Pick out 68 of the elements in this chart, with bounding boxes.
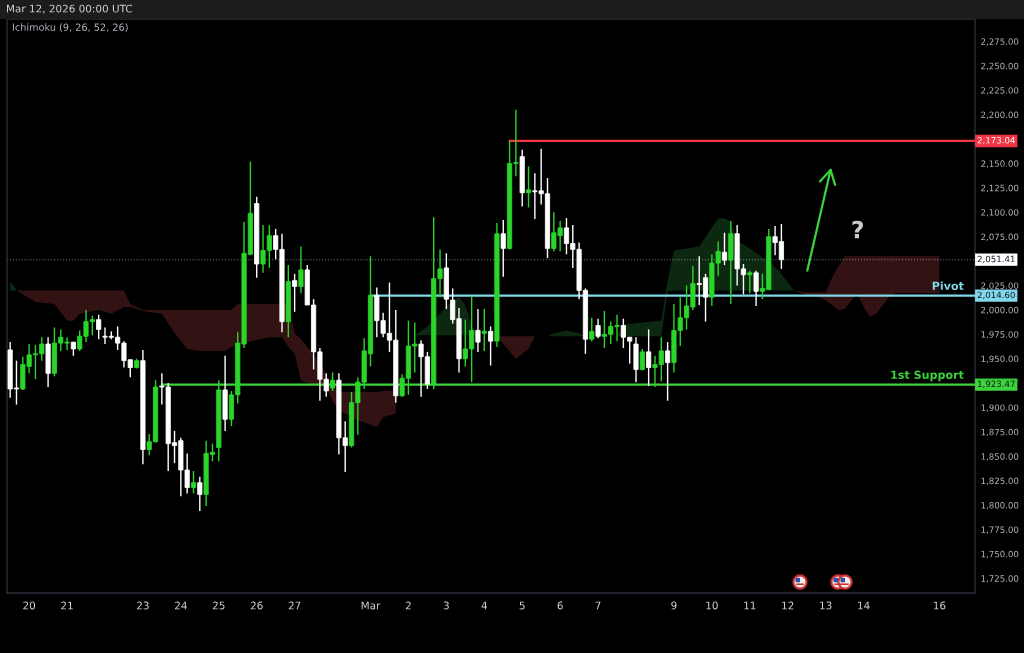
y-tick-label: 2,000.00 (981, 306, 1019, 315)
x-tick-label: 14 (858, 601, 870, 610)
y-tick-label: 1,725.00 (981, 575, 1019, 583)
y-tick-label: 2,200.00 (981, 111, 1019, 119)
y-tick-label: 2,275.00 (981, 38, 1019, 46)
candlestick (292, 273, 298, 313)
y-tick-label: 2,250.00 (981, 62, 1019, 71)
x-tick-label: 16 (933, 601, 946, 610)
y-tick-label: 1,800.00 (981, 502, 1019, 510)
annotation: Ichimoku (9, 26, 52, 26) (12, 23, 128, 32)
annotation: ? (852, 220, 864, 239)
series-label: Pivot (932, 281, 964, 291)
data-label: 2,014.60 (977, 291, 1015, 300)
x-tick-label: 2 (405, 601, 411, 610)
candlestick (721, 232, 728, 266)
x-tick-label: 13 (820, 601, 832, 610)
y-tick-label: 1,825.00 (981, 477, 1019, 486)
candlestick (589, 317, 595, 342)
x-tick-label: 12 (782, 601, 794, 610)
x-tick-label: 11 (744, 601, 756, 610)
x-tick-label: 21 (61, 601, 73, 610)
candlestick (500, 219, 506, 278)
candlestick (646, 328, 652, 387)
candlestick (96, 314, 102, 340)
series-label: 1st Support (891, 370, 964, 382)
y-tick-label: 2,100.00 (981, 209, 1019, 217)
y-tick-label: 2,025.00 (981, 282, 1019, 290)
candlestick (481, 308, 487, 352)
x-tick-label: 20 (23, 601, 36, 610)
candlestick (525, 165, 532, 209)
y-tick-label: 2,075.00 (981, 233, 1019, 241)
candlestick (190, 470, 197, 495)
x-tick-label: 3 (443, 601, 449, 610)
y-tick-label: 1,975.00 (981, 331, 1019, 339)
candlestick (197, 476, 203, 512)
y-tick-label: 1,850.00 (981, 453, 1019, 461)
y-tick-label: 1,750.00 (981, 550, 1019, 559)
x-tick-label: 5 (519, 601, 525, 610)
candlestick (488, 325, 494, 367)
candlestick (475, 308, 481, 353)
y-tick-label: 2,125.00 (981, 184, 1019, 193)
ref-line-label: 2,051.41 (977, 255, 1015, 264)
candlestick (747, 270, 753, 295)
y-tick-label: 1,900.00 (981, 404, 1019, 412)
candlestick (665, 341, 671, 402)
y-tick-label: 1,775.00 (981, 526, 1019, 534)
x-tick-label: 4 (481, 601, 488, 610)
y-tick-label: 1,950.00 (981, 355, 1019, 363)
x-tick-label: 25 (212, 601, 225, 610)
y-tick-label: 2,225.00 (981, 87, 1019, 95)
data-label: 2,173.04 (977, 136, 1015, 145)
x-tick-label: 7 (595, 601, 601, 610)
candlestick (298, 245, 304, 295)
x-tick-label: 9 (671, 601, 677, 610)
data-label: 1,923.47 (978, 380, 1015, 388)
x-tick-label: 27 (288, 601, 301, 610)
candlestick (329, 371, 336, 392)
y-tick-label: 1,875.00 (981, 428, 1019, 437)
x-tick-label: 6 (557, 601, 563, 610)
x-tick-label: 26 (250, 601, 263, 610)
chart-title: Mar 12, 2026 00:00 UTC (7, 4, 133, 14)
candlestick (595, 317, 601, 339)
x-tick-label: 24 (174, 601, 187, 610)
y-tick-label: 2,150.00 (981, 160, 1019, 168)
x-tick-label: Mar (361, 601, 381, 610)
x-tick-label: 23 (137, 601, 149, 610)
x-tick-label: 10 (706, 601, 718, 610)
candlestick (753, 270, 759, 307)
